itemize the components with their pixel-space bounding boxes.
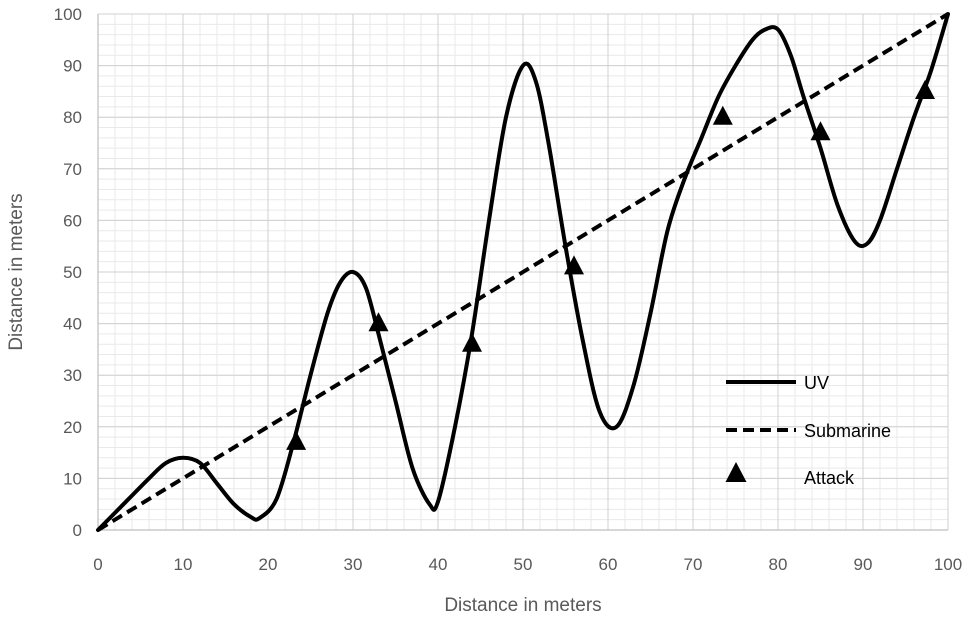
series-attack-marker (915, 80, 935, 99)
legend-submarine-label: Submarine (804, 421, 891, 441)
series-attack-marker (810, 121, 831, 141)
legend-attack-label: Attack (804, 468, 855, 488)
legend: UV Submarine Attack (725, 373, 891, 488)
markers-layer (286, 80, 935, 450)
x-tick-label: 60 (599, 555, 618, 574)
y-tick-label: 0 (73, 521, 82, 540)
legend-attack-triangle-icon (725, 462, 747, 482)
y-tick-label: 70 (63, 160, 82, 179)
x-tick-label: 20 (259, 555, 278, 574)
y-tick-labels: 0 10 20 30 40 50 60 70 80 90 100 (54, 5, 82, 540)
series-layer (96, 12, 950, 532)
x-tick-label: 40 (429, 555, 448, 574)
series-attack-marker (368, 312, 389, 332)
y-tick-label: 20 (63, 418, 82, 437)
x-tick-label: 90 (854, 555, 873, 574)
y-tick-label: 60 (63, 211, 82, 230)
y-tick-label: 30 (63, 366, 82, 385)
series-uv-line (96, 12, 950, 532)
x-tick-labels: 0 10 20 30 40 50 60 70 80 90 100 (93, 555, 962, 574)
series-attack-marker (286, 430, 307, 450)
y-tick-label: 10 (63, 469, 82, 488)
y-tick-label: 90 (63, 57, 82, 76)
y-axis-title: Distance in meters (6, 193, 27, 350)
x-axis-title: Distance in meters (444, 595, 601, 616)
y-tick-label: 80 (63, 108, 82, 127)
y-tick-label: 100 (54, 5, 82, 24)
y-tick-label: 50 (63, 263, 82, 282)
series-attack-marker (712, 105, 733, 125)
x-tick-label: 0 (93, 555, 102, 574)
legend-uv-label: UV (804, 373, 829, 393)
x-tick-label: 50 (514, 555, 533, 574)
x-tick-label: 70 (684, 555, 703, 574)
series-attack-marker (462, 332, 482, 352)
series-submarine-line (96, 12, 950, 532)
y-tick-label: 40 (63, 315, 82, 334)
x-tick-label: 30 (344, 555, 363, 574)
x-tick-label: 10 (174, 555, 193, 574)
x-tick-label: 80 (769, 555, 788, 574)
x-tick-label: 100 (934, 555, 962, 574)
series-attack-marker (564, 255, 584, 275)
axes (97, 14, 948, 531)
